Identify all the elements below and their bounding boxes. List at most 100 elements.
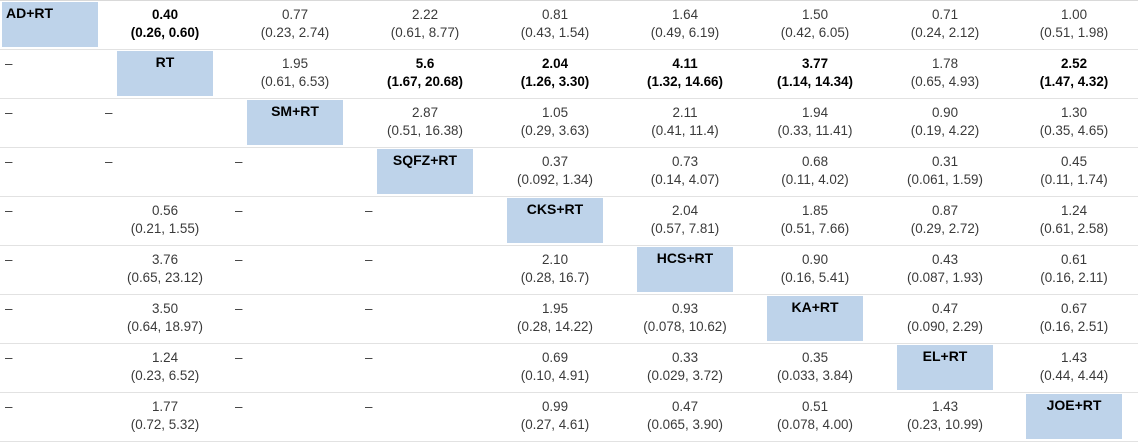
- table-row: – 1.24 (0.23, 6.52) – – 0.69 (0.10, 4.91) 0.33 (…: [0, 343, 1138, 393]
- estimate-value: 1.64: [671, 7, 699, 22]
- confidence-interval: (0.11, 1.74): [1040, 172, 1108, 187]
- dash-placeholder: –: [105, 105, 113, 120]
- treatment-label: EL+RT: [897, 345, 993, 390]
- estimate-value: 0.71: [931, 7, 959, 22]
- confidence-interval: (0.28, 14.22): [517, 319, 593, 334]
- confidence-interval: (0.21, 1.55): [130, 221, 200, 236]
- treatment-label: CKS+RT: [507, 198, 603, 243]
- dash-placeholder: –: [5, 56, 13, 71]
- estimate-value: 0.43: [931, 252, 959, 267]
- empty-cell: –: [360, 392, 490, 442]
- dash-placeholder: –: [235, 252, 243, 267]
- confidence-interval: (1.32, 14.66): [647, 74, 723, 89]
- comparison-cell: 1.43 (0.44, 4.44): [1010, 343, 1138, 393]
- empty-cell: –: [0, 147, 100, 197]
- estimate-value: 2.10: [541, 252, 569, 267]
- comparison-cell: 2.52 (1.47, 4.32): [1010, 49, 1138, 99]
- confidence-interval: (0.087, 1.93): [907, 270, 983, 285]
- estimate-value: 1.43: [931, 399, 959, 414]
- comparison-cell: 1.78 (0.65, 4.93): [880, 49, 1010, 99]
- comparison-cell: 1.05 (0.29, 3.63): [490, 98, 620, 148]
- estimate-value: 0.68: [801, 154, 829, 169]
- estimate-value: 2.04: [541, 56, 569, 71]
- empty-cell: –: [230, 343, 360, 393]
- comparison-cell: 2.04 (1.26, 3.30): [490, 49, 620, 99]
- estimate-value: 0.99: [541, 399, 569, 414]
- estimate-value: 2.11: [672, 105, 698, 120]
- comparison-cell: 2.10 (0.28, 16.7): [490, 245, 620, 295]
- estimate-value: 2.22: [411, 7, 439, 22]
- confidence-interval: (0.33, 11.41): [777, 123, 853, 138]
- treatment-label: SQFZ+RT: [377, 149, 473, 194]
- estimate-value: 0.73: [671, 154, 699, 169]
- comparison-cell: 3.50 (0.64, 18.97): [100, 294, 230, 344]
- confidence-interval: (0.23, 2.74): [260, 25, 330, 40]
- dash-placeholder: –: [235, 399, 243, 414]
- estimate-value: 0.47: [931, 301, 959, 316]
- comparison-cell: 0.40 (0.26, 0.60): [100, 0, 230, 50]
- confidence-interval: (0.16, 5.41): [780, 270, 850, 285]
- dash-placeholder: –: [5, 301, 13, 316]
- confidence-interval: (0.61, 8.77): [390, 25, 460, 40]
- dash-placeholder: –: [365, 203, 373, 218]
- comparison-cell: 1.50 (0.42, 6.05): [750, 0, 880, 50]
- empty-cell: –: [0, 245, 100, 295]
- comparison-cell: 2.22 (0.61, 8.77): [360, 0, 490, 50]
- dash-placeholder: –: [365, 350, 373, 365]
- estimate-value: 1.85: [801, 203, 829, 218]
- comparison-cell: 0.51 (0.078, 4.00): [750, 392, 880, 442]
- comparison-cell: 0.99 (0.27, 4.61): [490, 392, 620, 442]
- comparison-cell: 2.87 (0.51, 16.38): [360, 98, 490, 148]
- estimate-value: 0.51: [801, 399, 829, 414]
- estimate-value: 0.93: [671, 301, 699, 316]
- comparison-cell: 0.45 (0.11, 1.74): [1010, 147, 1138, 197]
- estimate-value: 0.37: [541, 154, 569, 169]
- comparison-cell: 2.04 (0.57, 7.81): [620, 196, 750, 246]
- estimate-value: 1.50: [801, 7, 829, 22]
- confidence-interval: (0.078, 10.62): [643, 319, 727, 334]
- empty-cell: –: [0, 294, 100, 344]
- confidence-interval: (1.47, 4.32): [1039, 74, 1109, 89]
- table-row: – 1.77 (0.72, 5.32) – – 0.99 (0.27, 4.61) 0.47 (…: [0, 392, 1138, 442]
- dash-placeholder: –: [235, 203, 243, 218]
- comparison-cell: 0.43 (0.087, 1.93): [880, 245, 1010, 295]
- dash-placeholder: –: [235, 350, 243, 365]
- estimate-value: 0.35: [801, 350, 829, 365]
- confidence-interval: (1.67, 20.68): [387, 74, 463, 89]
- estimate-value: 1.95: [541, 301, 569, 316]
- estimate-value: 3.76: [151, 252, 179, 267]
- comparison-cell: 5.6 (1.67, 20.68): [360, 49, 490, 99]
- estimate-value: 1.43: [1060, 350, 1088, 365]
- estimate-value: 0.47: [671, 399, 699, 414]
- confidence-interval: (0.10, 4.91): [520, 368, 590, 383]
- dash-placeholder: –: [235, 301, 243, 316]
- confidence-interval: (0.14, 4.07): [650, 172, 720, 187]
- comparison-cell: 0.31 (0.061, 1.59): [880, 147, 1010, 197]
- confidence-interval: (0.44, 4.44): [1039, 368, 1109, 383]
- estimate-value: 1.78: [931, 56, 959, 71]
- confidence-interval: (0.16, 2.51): [1039, 319, 1109, 334]
- dash-placeholder: –: [365, 399, 373, 414]
- treatment-diagonal-cell: CKS+RT: [490, 196, 620, 246]
- estimate-value: 0.31: [931, 154, 959, 169]
- comparison-cell: 1.64 (0.49, 6.19): [620, 0, 750, 50]
- estimate-value: 1.30: [1060, 105, 1088, 120]
- comparison-cell: 1.30 (0.35, 4.65): [1010, 98, 1138, 148]
- comparison-cell: 0.56 (0.21, 1.55): [100, 196, 230, 246]
- empty-cell: –: [360, 343, 490, 393]
- empty-cell: –: [0, 392, 100, 442]
- dash-placeholder: –: [365, 301, 373, 316]
- comparison-cell: 0.73 (0.14, 4.07): [620, 147, 750, 197]
- confidence-interval: (0.42, 6.05): [780, 25, 850, 40]
- confidence-interval: (0.61, 6.53): [260, 74, 330, 89]
- estimate-value: 1.05: [541, 105, 569, 120]
- estimate-value: 0.69: [541, 350, 569, 365]
- confidence-interval: (0.24, 2.12): [910, 25, 980, 40]
- confidence-interval: (0.65, 4.93): [910, 74, 980, 89]
- estimate-value: 3.50: [151, 301, 179, 316]
- empty-cell: –: [0, 98, 100, 148]
- estimate-value: 2.87: [411, 105, 439, 120]
- estimate-value: 0.33: [671, 350, 699, 365]
- table-row: – – – SQFZ+RT 0.37 (0.092, 1.34) 0.73 (0.14, 4.…: [0, 147, 1138, 197]
- treatment-diagonal-cell: HCS+RT: [620, 245, 750, 295]
